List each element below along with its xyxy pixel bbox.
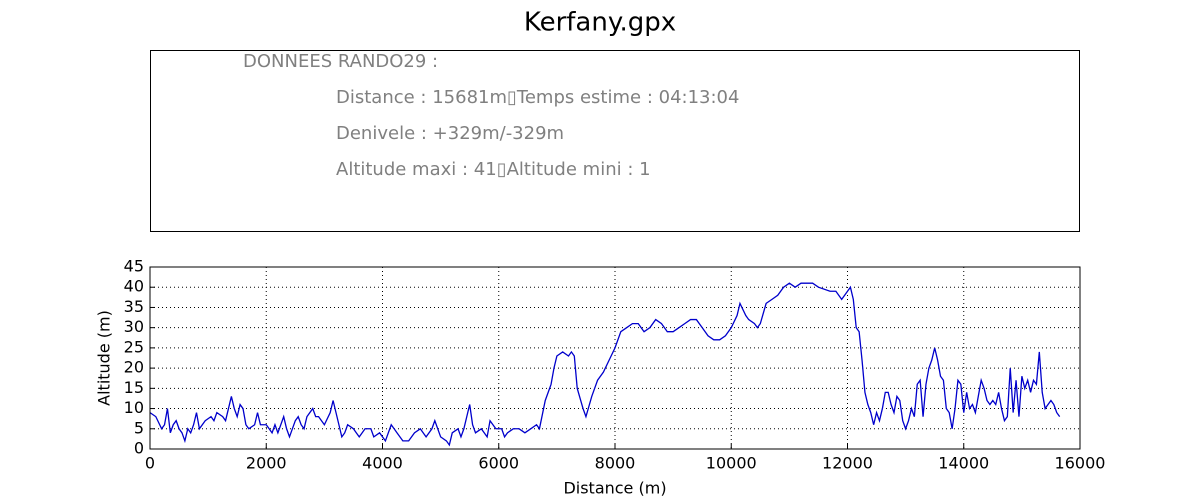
y-tick-label: 20 — [124, 358, 144, 377]
y-tick-label: 15 — [124, 378, 144, 397]
info-line: Distance : 15681m▯Temps estime : 04:13:0… — [336, 87, 739, 108]
x-tick-label: 6000 — [478, 454, 519, 473]
x-tick-label: 16000 — [1055, 454, 1106, 473]
plot-frame — [149, 266, 1081, 450]
x-tick-label: 10000 — [706, 454, 757, 473]
x-tick-label: 12000 — [822, 454, 873, 473]
title: Kerfany.gpx — [524, 8, 676, 38]
info-box — [150, 50, 1080, 232]
x-tick-label: 4000 — [362, 454, 403, 473]
y-axis-label: Altitude (m) — [95, 310, 114, 406]
info-line: Denivele : +329m/-329m — [336, 123, 564, 144]
y-tick-label: 30 — [124, 317, 144, 336]
x-axis-label: Distance (m) — [563, 479, 666, 498]
x-tick-label: 2000 — [246, 454, 287, 473]
info-line: Altitude maxi : 41▯Altitude mini : 1 — [336, 159, 651, 180]
x-tick-label: 0 — [145, 454, 155, 473]
y-tick-label: 10 — [124, 398, 144, 417]
y-tick-label: 35 — [124, 297, 144, 316]
info-heading: DONNEES RANDO29 : — [243, 51, 438, 72]
y-tick-label: 45 — [124, 257, 144, 276]
x-tick-label: 8000 — [595, 454, 636, 473]
y-tick-label: 40 — [124, 277, 144, 296]
y-tick-label: 0 — [134, 439, 144, 458]
x-tick-label: 14000 — [938, 454, 989, 473]
altitude-line — [149, 282, 1061, 447]
y-tick-label: 25 — [124, 337, 144, 356]
y-tick-label: 5 — [134, 418, 144, 437]
